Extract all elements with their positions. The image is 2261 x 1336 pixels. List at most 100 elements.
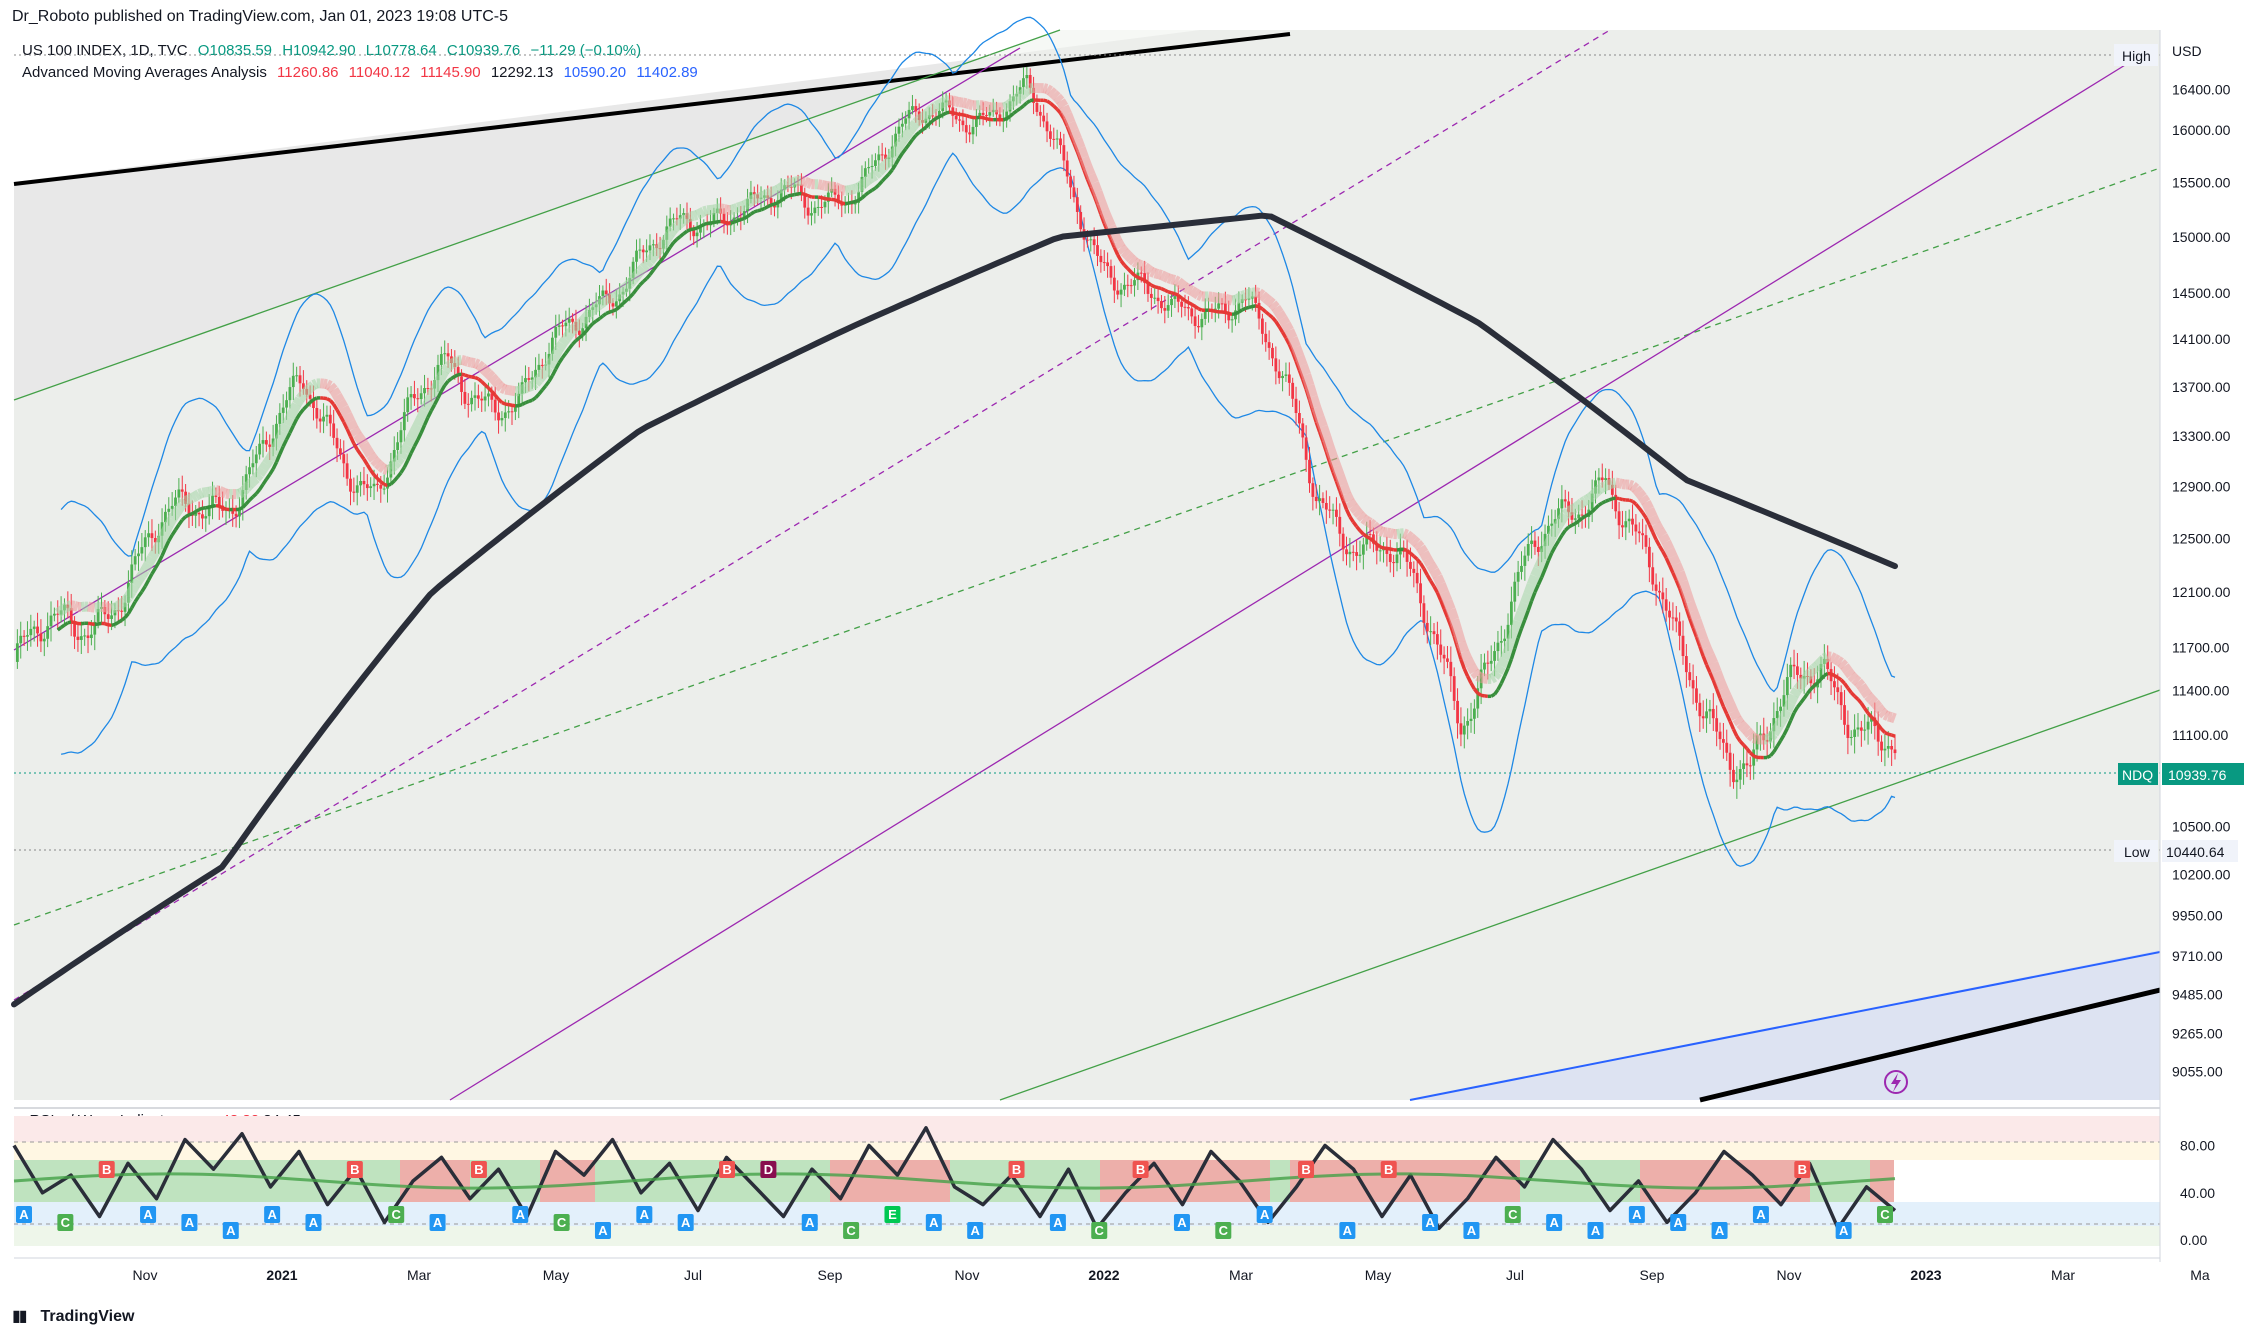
candle-body: [1547, 525, 1550, 534]
x-tick-label: Nov: [1777, 1267, 1802, 1283]
ma-band-segment: [1059, 104, 1072, 117]
ma-segment: [1612, 496, 1617, 501]
candle-body: [470, 397, 474, 405]
ma-segment: [281, 438, 289, 448]
ma-band-segment: [608, 292, 615, 304]
ma-segment: [1267, 313, 1274, 319]
candle-body: [611, 303, 615, 307]
candle-body: [1883, 748, 1887, 751]
ma-indicator-name[interactable]: Advanced Moving Averages Analysis: [22, 64, 267, 81]
candle-body: [1735, 779, 1739, 783]
ma-band-segment: [692, 210, 699, 221]
candle-body: [439, 354, 443, 365]
ma-segment: [63, 621, 69, 627]
candle-body: [1684, 656, 1688, 673]
ma-segment: [703, 221, 708, 227]
ma-segment: [588, 322, 595, 329]
ma-band-segment: [1503, 640, 1517, 653]
ma-segment: [1587, 510, 1594, 516]
candle-body: [1166, 305, 1170, 311]
ma-segment: [1375, 542, 1382, 549]
candle-body: [1247, 298, 1251, 300]
candle-body: [571, 318, 574, 322]
ma-segment: [1171, 291, 1176, 296]
ma-segment: [531, 396, 537, 402]
ma-band-segment: [1069, 129, 1082, 142]
ohlc-low: L10778.64: [365, 42, 437, 59]
osc-badge-letter: A: [433, 1215, 443, 1230]
osc-badge: A: [1339, 1222, 1356, 1239]
ma-band-segment: [488, 373, 499, 385]
ma-segment: [874, 183, 880, 190]
ma-band-segment: [1436, 582, 1449, 595]
ma-segment: [1529, 591, 1537, 602]
tradingview-logo[interactable]: ▮▮ TradingView: [12, 1306, 134, 1326]
osc-badge-letter: B: [1301, 1162, 1310, 1177]
ma-segment: [621, 299, 628, 305]
osc-badge: A: [1587, 1222, 1604, 1239]
osc-badge-box: [140, 1206, 157, 1223]
ma-band-segment: [830, 181, 836, 192]
candle-body: [1446, 658, 1449, 662]
ma-band-segment: [1831, 654, 1841, 665]
candle-body: [1610, 484, 1614, 495]
ma-band-segment: [1024, 84, 1033, 95]
osc-badge-letter: C: [1095, 1223, 1105, 1238]
ma-segment: [1022, 101, 1029, 108]
candle-body: [1634, 524, 1638, 532]
ma-band-segment: [1470, 668, 1482, 680]
ma-band-segment: [1131, 257, 1141, 269]
ma-band-segment: [1480, 673, 1486, 684]
ma-band-segment: [1345, 498, 1358, 509]
ma-segment: [1005, 114, 1012, 121]
ma-segment: [1396, 547, 1401, 552]
symbol-name[interactable]: US 100 INDEX, 1D, TVC: [22, 42, 188, 59]
ma-segment: [1109, 238, 1116, 248]
ma-band-segment: [905, 124, 917, 135]
ma-segment: [74, 620, 79, 626]
ma-band-segment: [1145, 265, 1155, 276]
candle-body: [645, 250, 649, 253]
ma-band-segment: [127, 582, 140, 594]
candle-body: [1641, 533, 1645, 536]
candle-body: [318, 418, 322, 422]
ma-band-segment: [858, 178, 869, 189]
ma-segment: [1348, 515, 1355, 523]
ma-band-segment: [147, 549, 160, 561]
candle-body: [89, 634, 93, 639]
ma-band-segment: [1092, 190, 1106, 203]
ma-segment: [474, 375, 480, 381]
candle-body: [1170, 298, 1173, 306]
bollinger-lower: [60, 152, 1896, 867]
candle-body: [635, 250, 638, 262]
ma-segment: [661, 251, 669, 259]
candle-body: [69, 608, 73, 623]
ma-band-segment: [387, 462, 398, 473]
candle-body: [1846, 724, 1850, 739]
ma-segment: [884, 172, 891, 179]
ma-band-segment: [689, 210, 695, 222]
ma-band-segment: [872, 168, 883, 179]
lightning-icon[interactable]: [1884, 1070, 1908, 1094]
ma-band-segment: [538, 368, 550, 379]
candle-body: [490, 393, 494, 400]
ma-segment: [1405, 549, 1412, 555]
ma-value-5: 10590.20: [563, 64, 627, 81]
ma-segment: [986, 116, 991, 122]
ma-band-segment: [1867, 695, 1879, 707]
osc-badge: A: [594, 1222, 611, 1239]
osc-badge-box: [760, 1161, 777, 1178]
ma-segment: [450, 374, 456, 380]
ma-band-segment: [833, 182, 841, 194]
currency-label: USD: [2172, 43, 2202, 59]
ma-segment: [111, 622, 116, 628]
ma-band-segment: [1378, 526, 1386, 537]
ma-band-segment: [940, 96, 949, 108]
ma-band-segment: [457, 354, 463, 366]
ma-segment: [244, 498, 251, 506]
ma-band-segment: [433, 374, 446, 386]
candle-body: [1419, 583, 1422, 604]
candle-body: [958, 119, 961, 121]
ma-band-segment: [1658, 533, 1671, 545]
